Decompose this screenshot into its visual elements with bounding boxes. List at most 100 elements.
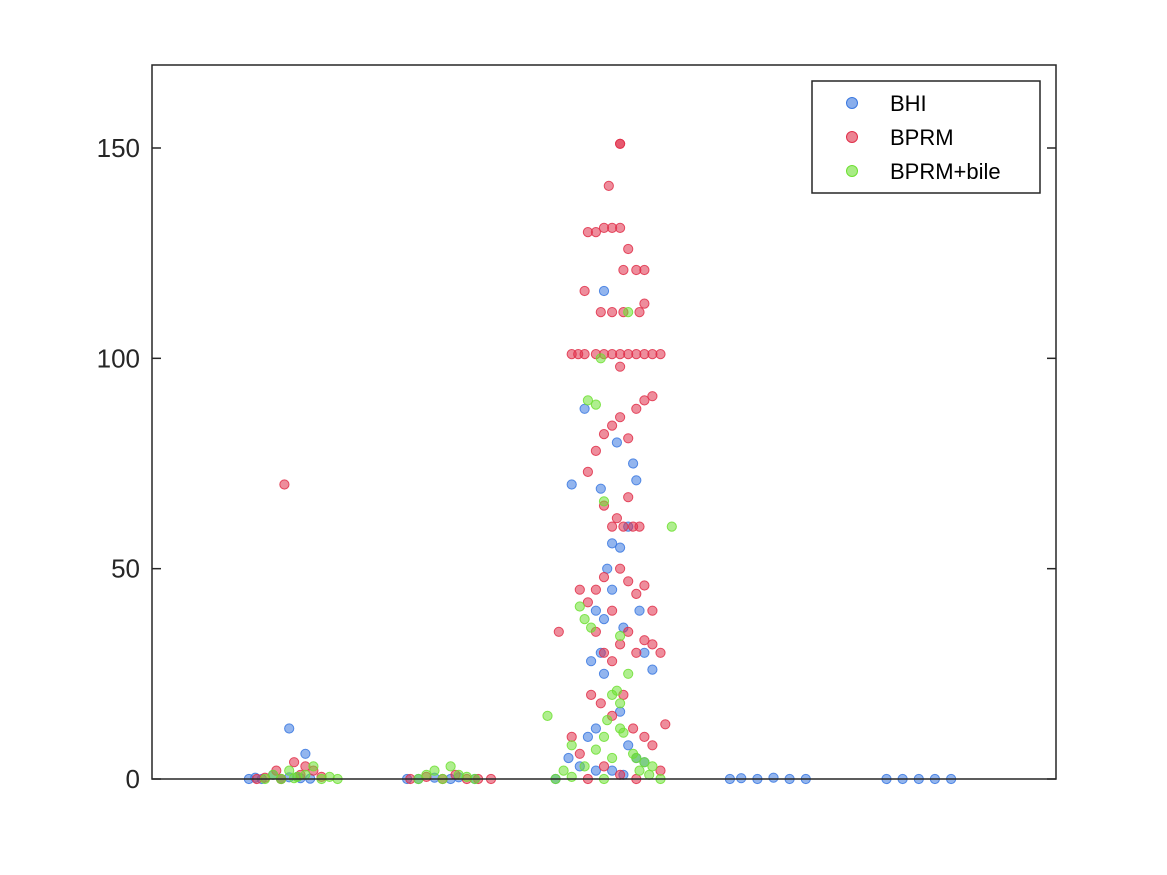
data-point (639, 395, 650, 406)
data-point (590, 399, 602, 410)
y-axis: 0 50 100 150 (97, 133, 1056, 794)
data-point (623, 740, 634, 751)
data-point (590, 584, 602, 595)
data-point (615, 563, 626, 574)
data-point (574, 748, 585, 759)
data-point (429, 765, 440, 776)
data-point (631, 475, 642, 486)
data-point (607, 420, 618, 431)
data-point (284, 723, 295, 734)
data-point (607, 765, 618, 776)
data-point (611, 513, 623, 524)
data-point (623, 307, 634, 318)
data-point (655, 349, 666, 360)
data-point (602, 715, 613, 726)
data-point (579, 349, 590, 360)
data-point (607, 752, 618, 764)
data-point (598, 496, 610, 507)
series-2 (259, 307, 677, 785)
data-point (590, 744, 602, 755)
legend-label-bhi: BHI (890, 91, 927, 116)
data-point (615, 769, 626, 780)
data-point (566, 479, 577, 490)
data-point (603, 180, 614, 191)
data-point (615, 630, 626, 642)
data-point (586, 622, 597, 633)
data-point (647, 605, 658, 616)
data-point (582, 395, 594, 406)
y-tick-label: 50 (111, 554, 140, 584)
data-point (639, 580, 650, 591)
data-point (634, 765, 645, 776)
data-point (644, 769, 655, 780)
data-point (558, 765, 569, 776)
data-point (628, 723, 639, 734)
data-point (639, 264, 650, 276)
data-point (631, 752, 642, 764)
data-point (623, 243, 634, 255)
data-point (582, 731, 594, 743)
data-point (647, 664, 658, 675)
data-point (284, 765, 295, 776)
data-point (579, 614, 590, 625)
data-point (647, 761, 658, 772)
data-point (618, 264, 629, 276)
legend-label-bprm: BPRM (890, 125, 954, 150)
data-point (615, 138, 626, 149)
data-point (768, 772, 779, 783)
data-point (542, 710, 553, 722)
points-layer (243, 138, 957, 785)
data-point (279, 479, 290, 490)
data-point (607, 538, 618, 549)
data-point (553, 626, 564, 637)
data-point (595, 698, 606, 709)
data-point (595, 353, 606, 364)
data-point (598, 761, 610, 772)
data-point (639, 731, 650, 743)
legend: BHI BPRM BPRM+bile (811, 80, 1041, 194)
data-point (615, 698, 626, 709)
data-point (598, 668, 610, 679)
plot-area-frame (151, 64, 1057, 780)
data-point (595, 307, 606, 318)
data-point (639, 635, 650, 646)
data-point (566, 740, 577, 751)
data-point (574, 601, 585, 612)
data-point (579, 761, 590, 772)
data-point (647, 639, 658, 650)
data-point (607, 656, 618, 667)
data-point (598, 285, 610, 297)
data-point (598, 614, 610, 625)
data-point (590, 227, 602, 238)
data-point (607, 521, 618, 532)
data-point (598, 429, 610, 440)
data-point (611, 685, 623, 696)
data-point (631, 588, 642, 600)
data-point (563, 752, 574, 764)
data-point (623, 492, 634, 503)
data-point (655, 647, 666, 658)
data-point (623, 576, 634, 587)
data-point (623, 668, 634, 679)
data-point (582, 466, 594, 477)
data-point (623, 433, 634, 444)
legend-label-bprm-bile: BPRM+bile (890, 159, 1001, 184)
data-point (595, 483, 606, 494)
data-point (289, 757, 300, 768)
data-point (602, 563, 613, 574)
data-point (566, 731, 577, 743)
data-point (590, 765, 602, 776)
legend-marker-bhi (846, 97, 858, 109)
data-point (607, 584, 618, 595)
data-point (579, 285, 590, 297)
data-point (615, 723, 626, 734)
data-point (736, 773, 747, 784)
data-point (586, 689, 597, 701)
legend-marker-bprm-bile (846, 165, 858, 177)
data-point (582, 597, 594, 608)
data-point (598, 572, 610, 583)
data-point (445, 761, 456, 772)
data-point (647, 740, 658, 751)
data-point (607, 605, 618, 616)
data-point (586, 656, 597, 667)
